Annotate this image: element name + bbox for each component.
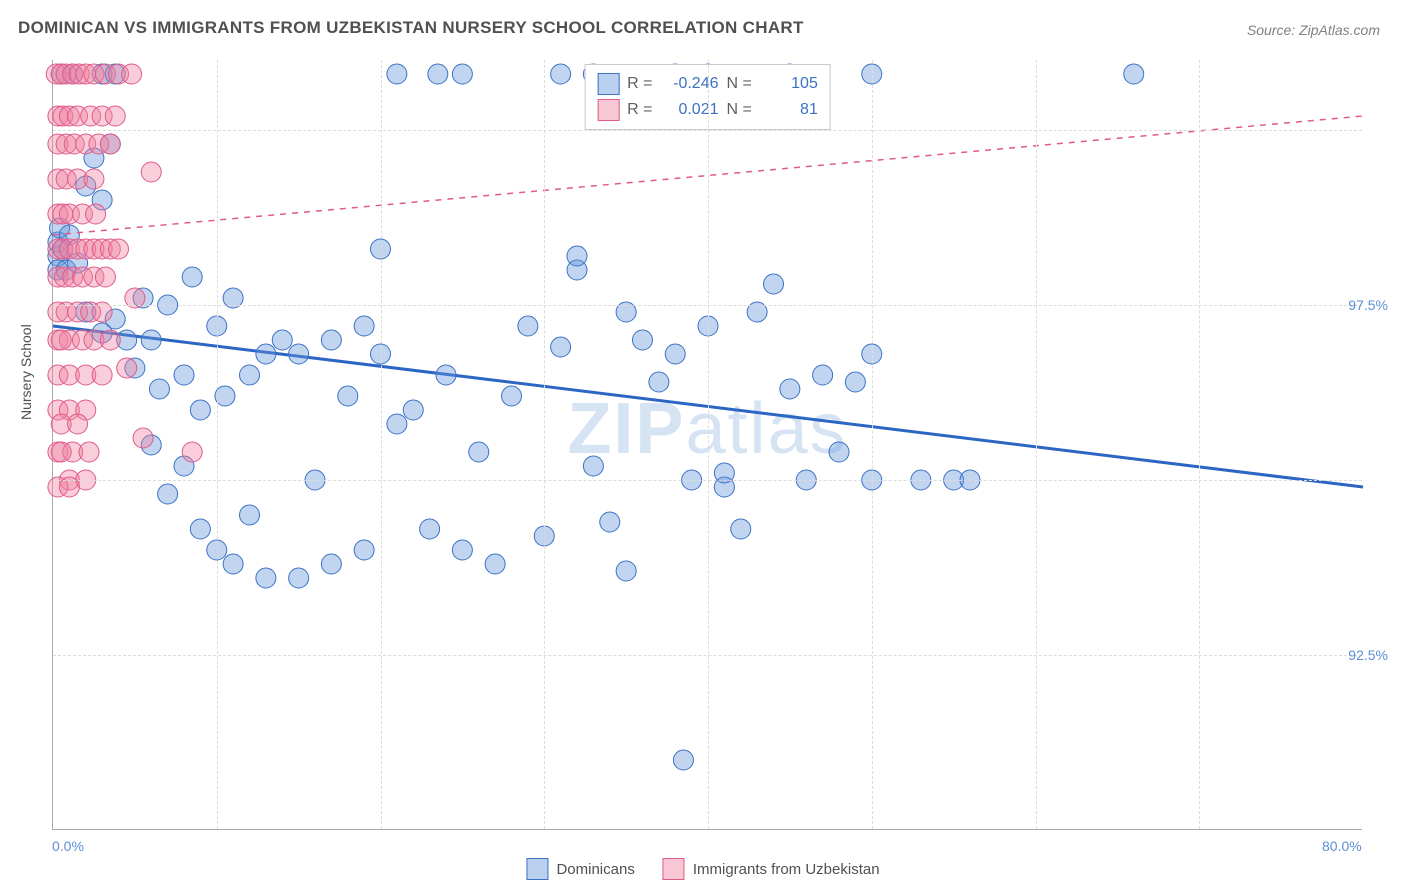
data-point bbox=[289, 568, 309, 588]
data-point bbox=[223, 554, 243, 574]
data-point bbox=[387, 414, 407, 434]
data-point bbox=[240, 505, 260, 525]
n-value-2: 81 bbox=[760, 101, 818, 119]
chart-title: DOMINICAN VS IMMIGRANTS FROM UZBEKISTAN … bbox=[18, 18, 804, 38]
data-point bbox=[122, 64, 142, 84]
data-point bbox=[79, 442, 99, 462]
gridline-v bbox=[381, 60, 382, 829]
legend-item-1: Dominicans bbox=[526, 858, 634, 880]
y-tick-label: 92.5% bbox=[1348, 647, 1388, 663]
data-point bbox=[109, 239, 129, 259]
data-point bbox=[551, 337, 571, 357]
data-point bbox=[117, 358, 137, 378]
data-point bbox=[100, 134, 120, 154]
data-point bbox=[649, 372, 669, 392]
data-point bbox=[354, 316, 374, 336]
data-point bbox=[190, 400, 210, 420]
data-point bbox=[84, 169, 104, 189]
r-value-1: -0.246 bbox=[661, 75, 719, 93]
x-tick-label: 80.0% bbox=[1322, 838, 1362, 854]
data-point bbox=[354, 540, 374, 560]
gridline-v bbox=[1199, 60, 1200, 829]
data-point bbox=[182, 267, 202, 287]
r-label: R = bbox=[627, 101, 652, 119]
data-point bbox=[86, 204, 106, 224]
data-point bbox=[502, 386, 522, 406]
data-point bbox=[845, 372, 865, 392]
data-point bbox=[256, 344, 276, 364]
data-point bbox=[403, 400, 423, 420]
data-point bbox=[240, 365, 260, 385]
legend-label-2: Immigrants from Uzbekistan bbox=[693, 861, 880, 878]
data-point bbox=[452, 540, 472, 560]
data-point bbox=[436, 365, 456, 385]
data-point bbox=[731, 519, 751, 539]
data-point bbox=[633, 330, 653, 350]
swatch-pink-icon bbox=[597, 99, 619, 121]
data-point bbox=[600, 512, 620, 532]
data-point bbox=[289, 344, 309, 364]
gridline-v bbox=[708, 60, 709, 829]
y-tick-label: 97.5% bbox=[1348, 297, 1388, 313]
data-point bbox=[105, 106, 125, 126]
data-point bbox=[1124, 64, 1144, 84]
bottom-legend: Dominicans Immigrants from Uzbekistan bbox=[526, 858, 879, 880]
r-value-2: 0.021 bbox=[661, 101, 719, 119]
data-point bbox=[272, 330, 292, 350]
data-point bbox=[51, 442, 71, 462]
gridline-v bbox=[544, 60, 545, 829]
swatch-pink-icon bbox=[663, 858, 685, 880]
data-point bbox=[673, 750, 693, 770]
data-point bbox=[141, 330, 161, 350]
data-point bbox=[387, 64, 407, 84]
n-value-1: 105 bbox=[760, 75, 818, 93]
gridline-v bbox=[1036, 60, 1037, 829]
legend-item-2: Immigrants from Uzbekistan bbox=[663, 858, 880, 880]
data-point bbox=[68, 414, 88, 434]
data-point bbox=[567, 246, 587, 266]
data-point bbox=[158, 484, 178, 504]
data-point bbox=[133, 428, 153, 448]
data-point bbox=[182, 442, 202, 462]
data-point bbox=[141, 162, 161, 182]
data-point bbox=[764, 274, 784, 294]
data-point bbox=[813, 365, 833, 385]
swatch-blue-icon bbox=[526, 858, 548, 880]
data-point bbox=[665, 344, 685, 364]
source-attribution: Source: ZipAtlas.com bbox=[1247, 22, 1380, 38]
data-point bbox=[829, 442, 849, 462]
data-point bbox=[469, 442, 489, 462]
gridline-v bbox=[217, 60, 218, 829]
data-point bbox=[780, 379, 800, 399]
data-point bbox=[321, 330, 341, 350]
n-label: N = bbox=[727, 75, 752, 93]
data-point bbox=[616, 561, 636, 581]
data-point bbox=[100, 330, 120, 350]
data-point bbox=[92, 365, 112, 385]
legend-label-1: Dominicans bbox=[556, 861, 634, 878]
x-tick-label: 0.0% bbox=[52, 838, 84, 854]
data-point bbox=[190, 519, 210, 539]
plot-area: ZIPatlas R = -0.246 N = 105 R = 0.021 N … bbox=[52, 60, 1362, 830]
n-label: N = bbox=[727, 101, 752, 119]
data-point bbox=[583, 456, 603, 476]
data-point bbox=[551, 64, 571, 84]
data-point bbox=[215, 386, 235, 406]
data-point bbox=[51, 330, 71, 350]
r-label: R = bbox=[627, 75, 652, 93]
swatch-blue-icon bbox=[597, 73, 619, 95]
data-point bbox=[338, 386, 358, 406]
y-axis-label: Nursery School bbox=[18, 324, 34, 420]
data-point bbox=[420, 519, 440, 539]
gridline-v bbox=[872, 60, 873, 829]
data-point bbox=[149, 379, 169, 399]
data-point bbox=[428, 64, 448, 84]
data-point bbox=[174, 365, 194, 385]
data-point bbox=[95, 267, 115, 287]
data-point bbox=[256, 568, 276, 588]
data-point bbox=[518, 316, 538, 336]
data-point bbox=[321, 554, 341, 574]
data-point bbox=[452, 64, 472, 84]
data-point bbox=[485, 554, 505, 574]
